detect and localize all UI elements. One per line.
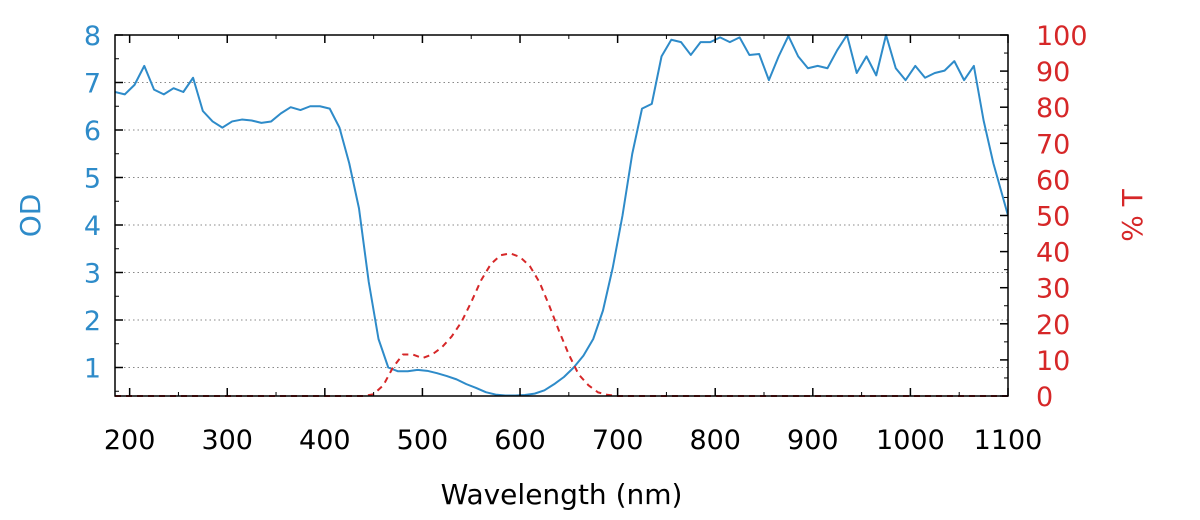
y-tick-label: 6	[84, 116, 101, 147]
y-tick-label: 8	[84, 21, 101, 52]
y2-tick-label: 40	[1036, 238, 1070, 269]
x-tick-label: 900	[787, 425, 839, 456]
y2-tick-label: 30	[1036, 274, 1070, 305]
y-axis-title: OD	[14, 194, 47, 238]
data-series	[115, 34, 1008, 397]
x-tick-label: 700	[592, 425, 644, 456]
y2-tick-label: 10	[1036, 346, 1070, 377]
y2-tick-label: 90	[1036, 57, 1070, 88]
y2-tick-label: 80	[1036, 93, 1070, 124]
y2-tick-label: 20	[1036, 310, 1070, 341]
y2-tick-label: 0	[1036, 382, 1053, 413]
transmission-line	[115, 252, 1008, 397]
y2-axis-title: % T	[1116, 188, 1149, 242]
x-tick-label: 200	[104, 425, 156, 456]
axis-ticks	[115, 34, 1009, 397]
x-tick-label: 1000	[876, 425, 945, 456]
od-line	[115, 34, 1008, 397]
y2-tick-label: 70	[1036, 129, 1070, 160]
y2-tick-label: 60	[1036, 165, 1070, 196]
y-tick-label: 3	[84, 259, 101, 290]
y2-tick-label: 100	[1036, 21, 1088, 52]
y-tick-label: 1	[84, 354, 101, 385]
y-tick-label: 4	[84, 211, 101, 242]
x-tick-label: 800	[689, 425, 741, 456]
grid-lines	[115, 82, 1008, 368]
x-axis-title: Wavelength (nm)	[441, 478, 683, 511]
tick-labels: 200 300 400 500 600 700 800 900 1000 110012345678…	[84, 21, 1088, 456]
y2-tick-label: 50	[1036, 202, 1070, 233]
plot-frame	[114, 34, 1009, 397]
x-tick-label: 300	[201, 425, 253, 456]
y-tick-label: 5	[84, 164, 101, 195]
y-tick-label: 7	[84, 69, 101, 100]
x-tick-label: 600	[494, 425, 546, 456]
x-tick-label: 500	[397, 425, 449, 456]
y-tick-label: 2	[84, 306, 101, 337]
x-tick-label: 1100	[974, 425, 1043, 456]
x-tick-label: 400	[299, 425, 351, 456]
